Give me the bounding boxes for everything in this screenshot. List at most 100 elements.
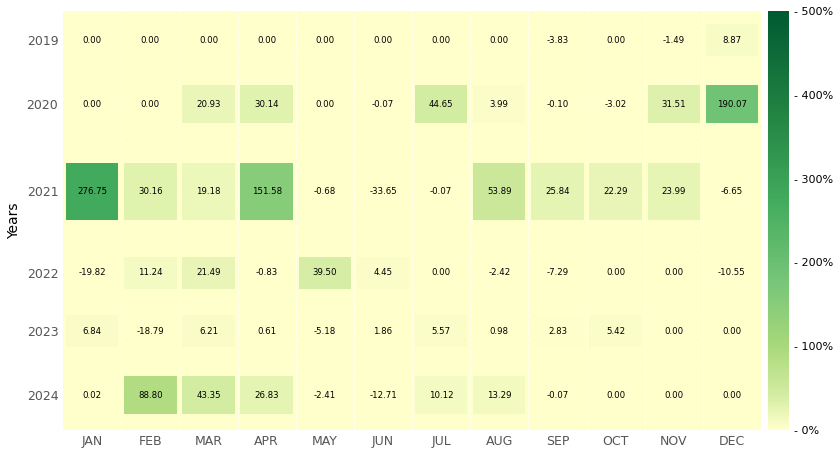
Text: 30.16: 30.16 — [138, 187, 163, 196]
FancyBboxPatch shape — [706, 162, 758, 220]
FancyBboxPatch shape — [66, 315, 118, 347]
FancyBboxPatch shape — [124, 257, 176, 289]
FancyBboxPatch shape — [648, 162, 700, 220]
FancyBboxPatch shape — [415, 257, 467, 289]
FancyBboxPatch shape — [531, 257, 584, 289]
Text: 30.14: 30.14 — [255, 100, 279, 109]
FancyBboxPatch shape — [124, 162, 176, 220]
FancyBboxPatch shape — [299, 376, 351, 415]
Y-axis label: Years: Years — [7, 202, 21, 239]
FancyBboxPatch shape — [357, 85, 409, 123]
Text: -0.07: -0.07 — [430, 187, 452, 196]
FancyBboxPatch shape — [299, 85, 351, 123]
Text: 0.61: 0.61 — [257, 327, 276, 336]
Text: 53.89: 53.89 — [487, 187, 512, 196]
Text: -12.71: -12.71 — [369, 391, 396, 400]
FancyBboxPatch shape — [124, 85, 176, 123]
Text: 5.57: 5.57 — [432, 327, 451, 336]
FancyBboxPatch shape — [706, 315, 758, 347]
Text: 0.00: 0.00 — [606, 268, 625, 278]
FancyBboxPatch shape — [473, 376, 526, 415]
Text: 10.12: 10.12 — [428, 391, 454, 400]
FancyBboxPatch shape — [590, 162, 642, 220]
Text: -10.55: -10.55 — [718, 268, 746, 278]
FancyBboxPatch shape — [182, 376, 234, 415]
Text: -33.65: -33.65 — [369, 187, 396, 196]
FancyBboxPatch shape — [357, 257, 409, 289]
Text: 25.84: 25.84 — [545, 187, 570, 196]
Text: 6.21: 6.21 — [199, 327, 218, 336]
FancyBboxPatch shape — [124, 24, 176, 56]
Text: -2.41: -2.41 — [313, 391, 336, 400]
FancyBboxPatch shape — [357, 162, 409, 220]
FancyBboxPatch shape — [357, 24, 409, 56]
Text: 8.87: 8.87 — [722, 35, 742, 45]
FancyBboxPatch shape — [66, 85, 118, 123]
Text: -3.83: -3.83 — [546, 35, 569, 45]
FancyBboxPatch shape — [590, 315, 642, 347]
Text: 13.29: 13.29 — [487, 391, 512, 400]
FancyBboxPatch shape — [415, 162, 467, 220]
Text: -0.07: -0.07 — [372, 100, 394, 109]
FancyBboxPatch shape — [66, 162, 118, 220]
Text: -5.18: -5.18 — [313, 327, 336, 336]
Text: 21.49: 21.49 — [197, 268, 221, 278]
Text: -0.10: -0.10 — [546, 100, 569, 109]
FancyBboxPatch shape — [706, 24, 758, 56]
FancyBboxPatch shape — [531, 162, 584, 220]
FancyBboxPatch shape — [357, 315, 409, 347]
Text: 1.86: 1.86 — [374, 327, 392, 336]
Text: 22.29: 22.29 — [603, 187, 627, 196]
FancyBboxPatch shape — [648, 85, 700, 123]
Text: 0.00: 0.00 — [606, 35, 625, 45]
FancyBboxPatch shape — [531, 376, 584, 415]
FancyBboxPatch shape — [66, 24, 118, 56]
Text: 0.00: 0.00 — [664, 268, 683, 278]
Text: 2.83: 2.83 — [548, 327, 567, 336]
FancyBboxPatch shape — [66, 257, 118, 289]
Text: 6.84: 6.84 — [82, 327, 102, 336]
Text: 0.00: 0.00 — [606, 391, 625, 400]
Text: 151.58: 151.58 — [252, 187, 281, 196]
FancyBboxPatch shape — [240, 85, 293, 123]
FancyBboxPatch shape — [473, 257, 526, 289]
FancyBboxPatch shape — [182, 162, 234, 220]
Text: 0.00: 0.00 — [664, 327, 683, 336]
Text: -0.68: -0.68 — [313, 187, 336, 196]
FancyBboxPatch shape — [648, 257, 700, 289]
Text: 0.00: 0.00 — [722, 327, 742, 336]
FancyBboxPatch shape — [240, 257, 293, 289]
FancyBboxPatch shape — [706, 376, 758, 415]
Text: 0.00: 0.00 — [315, 35, 334, 45]
Text: 26.83: 26.83 — [255, 391, 279, 400]
Text: 4.45: 4.45 — [374, 268, 392, 278]
Text: 0.00: 0.00 — [664, 391, 683, 400]
Text: 0.00: 0.00 — [141, 35, 160, 45]
FancyBboxPatch shape — [240, 315, 293, 347]
Text: 23.99: 23.99 — [662, 187, 686, 196]
FancyBboxPatch shape — [182, 85, 234, 123]
Text: 31.51: 31.51 — [661, 100, 686, 109]
Text: 88.80: 88.80 — [138, 391, 163, 400]
FancyBboxPatch shape — [473, 85, 526, 123]
Text: -6.65: -6.65 — [721, 187, 743, 196]
Text: -19.82: -19.82 — [78, 268, 106, 278]
FancyBboxPatch shape — [299, 24, 351, 56]
FancyBboxPatch shape — [182, 257, 234, 289]
FancyBboxPatch shape — [648, 376, 700, 415]
Text: 0.00: 0.00 — [82, 100, 102, 109]
Text: 0.00: 0.00 — [722, 391, 742, 400]
Text: 0.00: 0.00 — [141, 100, 160, 109]
FancyBboxPatch shape — [124, 315, 176, 347]
FancyBboxPatch shape — [531, 85, 584, 123]
Text: 19.18: 19.18 — [197, 187, 221, 196]
Text: -0.07: -0.07 — [546, 391, 569, 400]
FancyBboxPatch shape — [648, 24, 700, 56]
FancyBboxPatch shape — [473, 315, 526, 347]
FancyBboxPatch shape — [415, 85, 467, 123]
FancyBboxPatch shape — [415, 24, 467, 56]
Text: 0.00: 0.00 — [82, 35, 102, 45]
Text: -3.02: -3.02 — [605, 100, 627, 109]
FancyBboxPatch shape — [66, 376, 118, 415]
FancyBboxPatch shape — [240, 24, 293, 56]
